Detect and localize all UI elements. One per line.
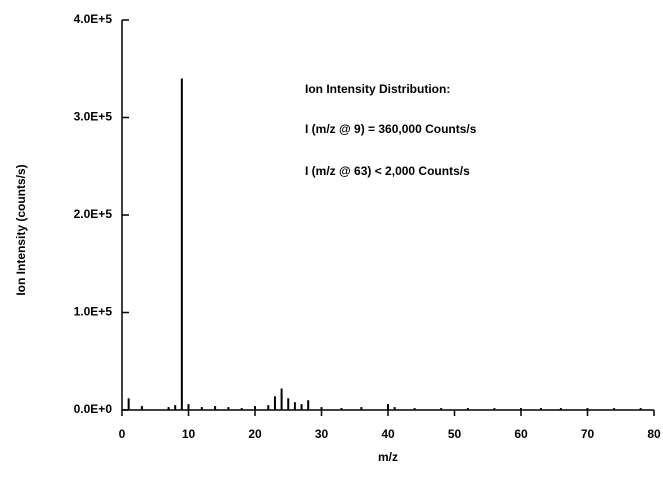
x-tick-label: 70: [581, 427, 595, 441]
x-axis-label: m/z: [378, 450, 398, 464]
x-tick-label: 20: [248, 427, 262, 441]
y-axis-label: Ion Intensity (counts/s): [14, 164, 28, 295]
y-tick-label: 4.0E+5: [74, 12, 113, 26]
y-tick-label: 2.0E+5: [74, 207, 113, 221]
y-tick-label: 1.0E+5: [74, 305, 113, 319]
annotation: Ion Intensity Distribution:: [305, 82, 450, 96]
x-tick-label: 40: [381, 427, 395, 441]
y-tick-label: 0.0E+0: [74, 402, 113, 416]
y-tick-label: 3.0E+5: [74, 110, 113, 124]
annotation: I (m/z @ 63) < 2,000 Counts/s: [305, 164, 470, 178]
x-tick-label: 50: [448, 427, 462, 441]
x-tick-label: 60: [514, 427, 528, 441]
annotation: I (m/z @ 9) = 360,000 Counts/s: [305, 122, 477, 136]
x-tick-label: 80: [647, 427, 661, 441]
x-tick-label: 30: [315, 427, 329, 441]
x-tick-label: 0: [119, 427, 126, 441]
x-tick-label: 10: [182, 427, 196, 441]
